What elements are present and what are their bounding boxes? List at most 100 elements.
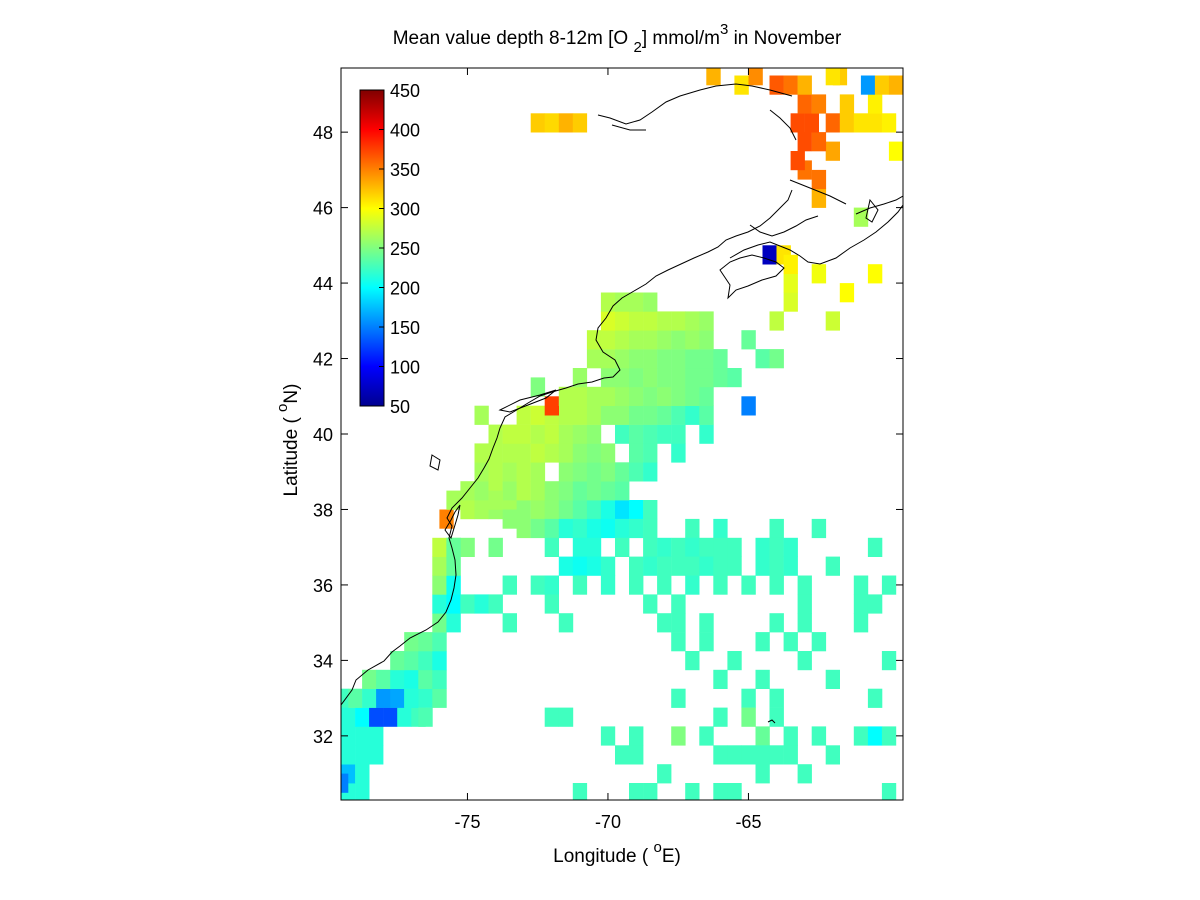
grid-cell [769, 537, 784, 557]
grid-cell [643, 330, 658, 350]
grid-cell [474, 594, 489, 614]
grid-cell [881, 783, 897, 800]
grid-cell [713, 368, 728, 388]
grid-cell [615, 500, 630, 520]
colorbar-tick-label: 200 [390, 279, 420, 299]
grid-cell [418, 651, 433, 671]
grid-cell [629, 556, 644, 576]
grid-cell [755, 669, 770, 689]
grid-cell [530, 518, 546, 539]
grid-cell [600, 726, 616, 746]
grid-cell [727, 745, 742, 765]
grid-cell [502, 509, 517, 529]
grid-cell [530, 481, 546, 501]
grid-cell [600, 386, 616, 406]
grid-cell [572, 368, 588, 388]
grid-cell [783, 745, 798, 765]
grid-cell [530, 377, 546, 397]
grid-cell [783, 273, 798, 293]
x-axis: -75 -70 -65 [454, 68, 761, 832]
grid-cell [572, 113, 588, 133]
grid-cell [432, 651, 447, 671]
grid-cell [558, 405, 574, 425]
grid-cell [657, 368, 672, 388]
grid-cell [657, 613, 672, 633]
grid-cell [390, 669, 405, 689]
grid-cell [643, 783, 658, 800]
grid-cell [713, 518, 728, 539]
grid-cell [790, 113, 805, 133]
grid-cell [390, 688, 405, 708]
grid-cell [397, 707, 412, 727]
grid-cell [432, 575, 447, 595]
grid-cell [615, 349, 630, 369]
grid-cell [615, 537, 630, 557]
grid-cell [811, 632, 827, 652]
grid-cell [544, 113, 559, 133]
grid-cell [783, 556, 798, 576]
grid-cell [867, 264, 883, 284]
grid-cell [432, 632, 447, 652]
grid-cell [446, 556, 461, 576]
grid-cell [544, 500, 559, 520]
grid-cell [713, 556, 728, 576]
grid-cell [558, 613, 574, 633]
grid-cell [727, 783, 742, 800]
grid-cell [657, 575, 672, 595]
grid-cell [811, 726, 827, 746]
grid-cell [488, 490, 503, 510]
grid-cell [502, 424, 517, 444]
grid-cell [755, 537, 770, 557]
grid-cell [586, 500, 602, 520]
grid-cell [755, 632, 770, 652]
grid-cell [797, 594, 812, 614]
grid-cell [671, 424, 686, 444]
grid-cell [586, 386, 602, 406]
grid-cell [516, 500, 531, 520]
grid-cell [474, 481, 489, 501]
grid-cell [530, 462, 546, 482]
grid-cell [769, 688, 784, 708]
grid-cell [369, 745, 384, 765]
grid-cell [544, 396, 559, 416]
grid-cell [383, 707, 398, 727]
grid-cell [432, 669, 447, 689]
grid-cell [685, 386, 700, 406]
grid-cell [797, 94, 812, 114]
grid-cell [783, 292, 798, 312]
grid-cell [825, 745, 840, 765]
grid-cell [741, 330, 756, 350]
colorbar-tick-label: 100 [390, 358, 420, 378]
grid-cell [615, 481, 630, 501]
grid-cell [685, 311, 700, 331]
y-tick-label: 38 [313, 500, 333, 520]
grid-cell [572, 462, 588, 482]
grid-cell [671, 330, 686, 350]
grid-cell [657, 349, 672, 369]
grid-cell [586, 349, 602, 369]
grid-cell [474, 443, 489, 463]
grid-cell [558, 518, 574, 539]
grid-cell [586, 518, 602, 539]
grid-cell [783, 254, 798, 274]
grid-cell [797, 575, 812, 595]
grid-cell [657, 330, 672, 350]
grid-cell [741, 745, 756, 765]
grid-cell [755, 726, 770, 746]
grid-cell [762, 245, 777, 265]
grid-cell [629, 349, 644, 369]
grid-cell [699, 405, 714, 425]
grid-cell [558, 556, 574, 576]
grid-cell [867, 113, 883, 133]
grid-cell [629, 368, 644, 388]
y-tick-label: 32 [313, 727, 333, 747]
grid-cell [643, 424, 658, 444]
grid-cell [699, 424, 714, 444]
grid-cell [446, 594, 461, 614]
grid-cell [530, 500, 546, 520]
grid-cell [586, 481, 602, 501]
grid-cell [600, 462, 616, 482]
grid-cell [516, 518, 531, 539]
grid-cell [376, 669, 391, 689]
